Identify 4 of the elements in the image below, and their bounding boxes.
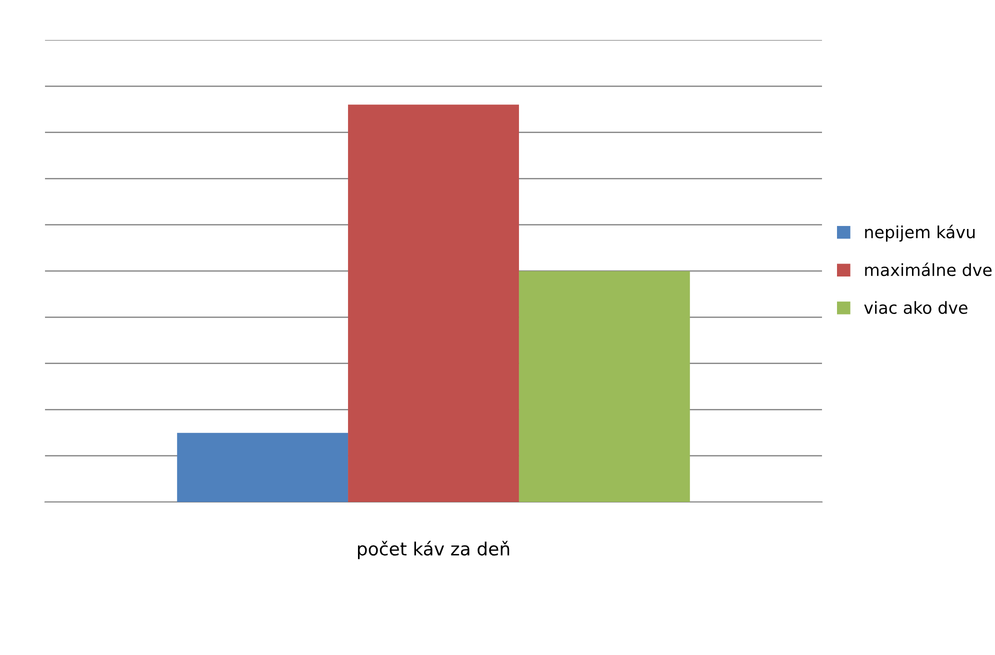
x-axis-title: počet káv za deň [358,540,510,560]
legend-label: viac ako dve [864,301,968,314]
legend-label: maximálne dve [865,262,992,276]
legend-label: nepijem kávu [865,224,975,242]
